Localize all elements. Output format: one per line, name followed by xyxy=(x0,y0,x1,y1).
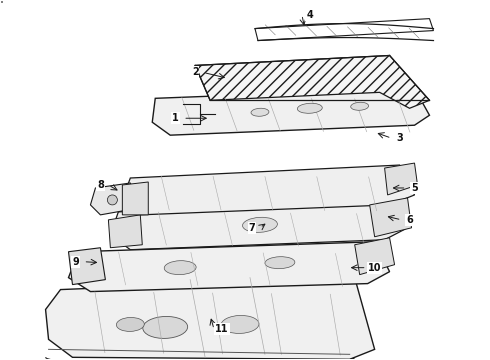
Text: 7: 7 xyxy=(248,223,255,233)
Text: 1: 1 xyxy=(172,113,178,123)
Ellipse shape xyxy=(143,316,188,338)
Ellipse shape xyxy=(351,102,368,110)
Ellipse shape xyxy=(265,257,295,269)
Ellipse shape xyxy=(297,103,322,113)
Polygon shape xyxy=(69,242,390,292)
Polygon shape xyxy=(385,163,417,195)
Polygon shape xyxy=(108,215,142,248)
Ellipse shape xyxy=(164,261,196,275)
Polygon shape xyxy=(369,198,412,237)
Text: 2: 2 xyxy=(192,67,198,77)
Polygon shape xyxy=(110,200,408,250)
Text: 4: 4 xyxy=(306,10,313,20)
Ellipse shape xyxy=(243,217,277,232)
Polygon shape xyxy=(46,278,375,359)
Text: 10: 10 xyxy=(368,263,381,273)
Circle shape xyxy=(107,195,118,205)
Ellipse shape xyxy=(251,108,269,116)
Polygon shape xyxy=(69,248,105,285)
Text: 6: 6 xyxy=(406,215,413,225)
Text: 5: 5 xyxy=(411,183,418,193)
Bar xyxy=(0,1,1,2)
Ellipse shape xyxy=(116,318,144,332)
Polygon shape xyxy=(152,88,429,135)
Polygon shape xyxy=(255,19,434,41)
Text: 8: 8 xyxy=(97,180,104,190)
Text: 3: 3 xyxy=(396,133,403,143)
Ellipse shape xyxy=(221,315,259,333)
Text: 11: 11 xyxy=(215,324,229,334)
Text: 9: 9 xyxy=(72,257,79,267)
Polygon shape xyxy=(122,165,415,215)
Polygon shape xyxy=(122,182,148,215)
Polygon shape xyxy=(355,238,394,275)
Polygon shape xyxy=(195,55,429,108)
Polygon shape xyxy=(91,183,138,215)
